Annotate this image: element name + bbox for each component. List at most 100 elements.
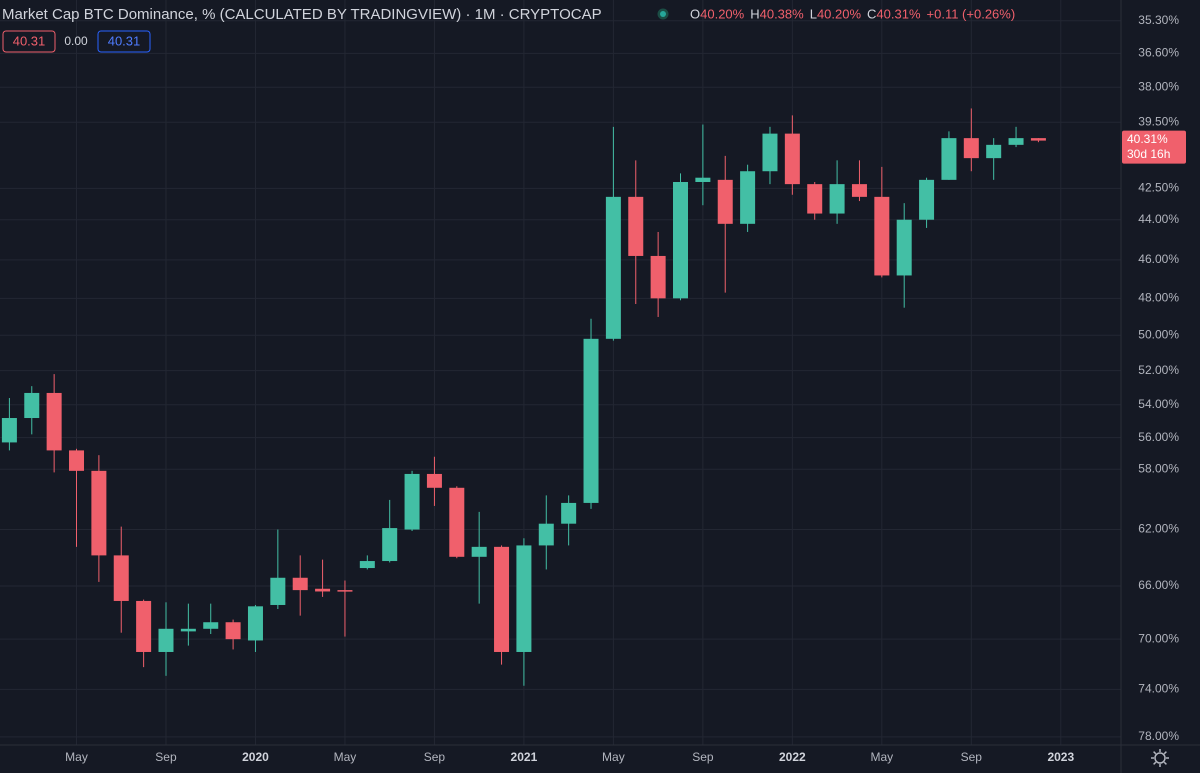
countdown: 30d 16h: [1127, 147, 1170, 161]
y-tick-label: 42.50%: [1138, 181, 1179, 195]
candle-body: [203, 622, 219, 629]
candle-body: [315, 588, 331, 592]
candle-body: [762, 133, 778, 172]
grid: [0, 0, 1121, 745]
candle-body: [91, 470, 107, 556]
candle-body: [471, 546, 487, 557]
candle-body: [717, 179, 733, 224]
candle-body: [650, 255, 666, 299]
x-tick-label: May: [602, 750, 625, 764]
y-tick-label: 39.50%: [1138, 114, 1179, 128]
indicator-box: [97, 30, 151, 53]
candle-body: [1030, 138, 1046, 141]
candle-body: [449, 487, 465, 557]
x-tick-label: Sep: [424, 750, 446, 764]
y-tick-label: 74.00%: [1138, 682, 1179, 696]
x-tick-label: May: [65, 750, 88, 764]
x-tick-label: Sep: [692, 750, 714, 764]
candle-body: [874, 196, 890, 276]
candle-body: [46, 392, 62, 451]
indicator-value: 40.31: [13, 33, 46, 48]
candle-body: [69, 450, 85, 471]
y-tick-label: 66.00%: [1138, 578, 1179, 592]
y-tick-label: 35.30%: [1138, 13, 1179, 27]
candle-body: [404, 473, 420, 530]
candle-body: [583, 338, 599, 503]
candle-body: [695, 177, 711, 182]
candle-body: [270, 577, 286, 605]
indicator-value: 40.31: [108, 33, 141, 48]
legend-value: 40.20%: [700, 6, 745, 21]
candle-body: [494, 546, 510, 652]
candle-body: [941, 138, 957, 180]
y-tick-label: 70.00%: [1138, 631, 1179, 645]
candle-body: [24, 392, 40, 419]
candle-body: [113, 555, 129, 601]
candle-body: [673, 181, 688, 299]
x-tick-label: 2019: [0, 750, 1, 764]
y-tick-label: 46.00%: [1138, 252, 1179, 266]
y-tick-label: 36.60%: [1138, 46, 1179, 60]
candle-body: [740, 171, 756, 224]
candle-body: [561, 502, 577, 524]
x-tick-label: 2022: [779, 750, 806, 764]
x-tick-label: 2023: [1047, 750, 1074, 764]
x-tick-label: Sep: [155, 750, 177, 764]
status-dot-core: [660, 11, 666, 17]
candle-body: [896, 219, 912, 276]
indicator-value: 0.00: [64, 34, 88, 48]
candle-body: [292, 577, 308, 591]
candle-body: [225, 622, 241, 640]
legend-value: 40.31%: [876, 6, 921, 21]
candle-body: [359, 561, 375, 569]
x-tick-label: Sep: [961, 750, 983, 764]
y-tick-label: 38.00%: [1138, 79, 1179, 93]
candle-body: [605, 196, 621, 339]
price-label-box: [1122, 130, 1186, 164]
y-tick-label: 52.00%: [1138, 363, 1179, 377]
x-tick-label: May: [870, 750, 893, 764]
candle-body: [337, 590, 353, 592]
legend-change: +0.11 (+0.26%): [927, 6, 1016, 21]
candle-body: [426, 473, 442, 488]
candles: [1, 108, 1046, 686]
x-tick-label: 2020: [242, 750, 269, 764]
candle-body: [919, 179, 935, 220]
legend-key: L: [810, 6, 817, 21]
candle-body: [1008, 138, 1024, 145]
ohlc-legend: O 40.20% H 40.38% L 40.20% C 40.31% +0.11 (+0.26…: [690, 6, 1015, 21]
last-price: 40.31%30d 16h: [1122, 130, 1186, 164]
candle-body: [516, 545, 532, 652]
candle-body: [963, 138, 979, 159]
y-tick-label: 62.00%: [1138, 522, 1179, 536]
candle-body: [158, 628, 174, 652]
y-tick-label: 44.00%: [1138, 212, 1179, 226]
candle-body: [180, 628, 196, 632]
candle-body: [628, 196, 644, 256]
candle-body: [784, 133, 800, 185]
candle-body: [382, 528, 398, 562]
y-tick-label: 48.00%: [1138, 291, 1179, 305]
candle-body: [538, 523, 554, 546]
legend-value: 40.20%: [817, 6, 862, 21]
candle-body: [136, 600, 152, 652]
x-tick-label: May: [334, 750, 357, 764]
candle-body: [807, 184, 823, 214]
chart-title: Market Cap BTC Dominance, % (CALCULATED …: [2, 6, 602, 23]
y-tick-label: 50.00%: [1138, 327, 1179, 341]
settings-icon[interactable]: [1151, 749, 1169, 767]
x-tick-label: 2021: [511, 750, 538, 764]
candle-body: [1, 418, 17, 443]
candle-body: [851, 184, 867, 197]
candle-body: [986, 144, 1002, 159]
y-tick-label: 54.00%: [1138, 397, 1179, 411]
axes: 35.30% 36.60% 38.00% 39.50% 42.50% 44.00% 46.0…: [0, 13, 1179, 764]
indicator-box: [2, 30, 56, 53]
legend-key: H: [750, 6, 759, 21]
candle-body: [247, 606, 263, 641]
legend-key: O: [690, 6, 700, 21]
candle-body: [829, 184, 845, 214]
